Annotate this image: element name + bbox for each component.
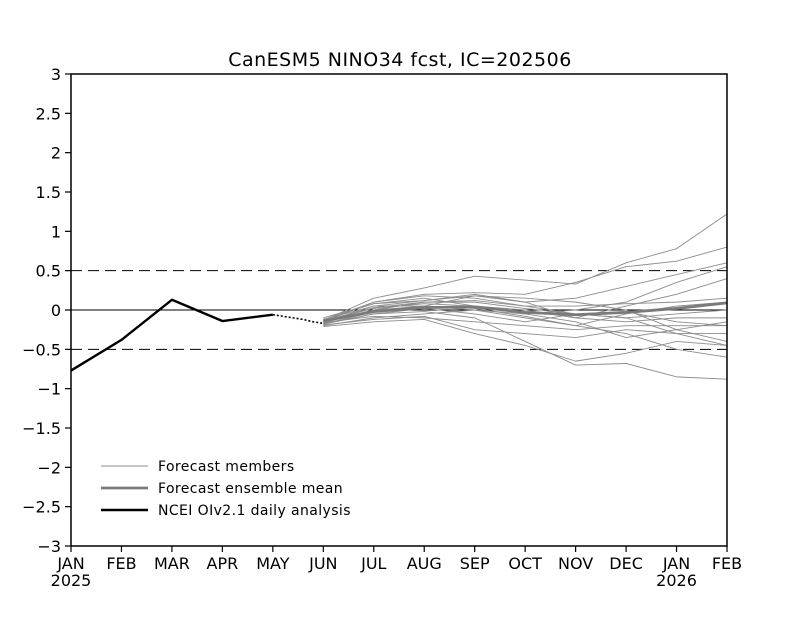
legend-label: Forecast members [158, 459, 295, 475]
ensemble-mean-line [323, 301, 728, 323]
plot-frame [70, 73, 728, 547]
y-tick-label: −1 [37, 380, 61, 399]
x-tick-label: APR [207, 554, 239, 573]
y-tick-label: 2.5 [36, 104, 61, 123]
x-tick-label: JAN [56, 554, 84, 573]
legend: Forecast members Forecast ensemble mean NC… [101, 459, 351, 519]
y-tick-label: −2.5 [22, 498, 61, 517]
x-tick-label: AUG [407, 554, 442, 573]
x-tick-label: JAN [662, 554, 690, 573]
x-year-label: 2025 [51, 571, 92, 590]
x-tick-label: DEC [609, 554, 643, 573]
y-tick-label: 1.5 [36, 183, 61, 202]
daily-analysis-segment [272, 313, 324, 325]
forecast-member-line [323, 311, 728, 380]
forecast-member-line [323, 246, 728, 323]
legend-label: NCEI OIv2.1 daily analysis [158, 503, 351, 519]
forecast-member-line [323, 213, 728, 321]
x-tick-label: FEB [106, 554, 136, 573]
x-tick-label: SEP [460, 554, 490, 573]
forecast-member-line [323, 295, 728, 331]
forecast-member-line [323, 315, 727, 331]
x-tick-label: JUL [360, 554, 386, 573]
y-tick-label: −1.5 [22, 419, 61, 438]
forecast-member-line [323, 303, 727, 323]
x-tick-label: FEB [712, 554, 742, 573]
x-tick-label: JUN [308, 554, 337, 573]
forecast-member-line [323, 307, 728, 324]
x-tick-label: NOV [558, 554, 593, 573]
y-tick-label: 0.5 [36, 262, 61, 281]
x-year-label: 2026 [656, 571, 697, 590]
x-tick-label: MAY [256, 554, 290, 573]
y-tick-label: 3 [51, 65, 61, 84]
chart-title: CanESM5 NINO34 fcst, IC=202506 [228, 49, 572, 71]
y-tick-label: 2 [51, 144, 61, 163]
x-tick-label: OCT [508, 554, 542, 573]
forecast-member-line [323, 295, 728, 346]
y-tick-label: 1 [51, 222, 61, 241]
observed-analysis-line [70, 298, 273, 372]
x-tick-label: MAR [154, 554, 190, 573]
y-tick-label: −2 [37, 458, 61, 477]
y-tick-label: −3 [37, 537, 61, 556]
y-tick-label: 0 [51, 301, 61, 320]
y-tick-label: −0.5 [22, 340, 61, 359]
forecast-member-line [323, 301, 728, 327]
forecast-member-line [323, 318, 728, 362]
forecast-member-line [323, 305, 728, 342]
legend-label: Forecast ensemble mean [158, 481, 343, 497]
